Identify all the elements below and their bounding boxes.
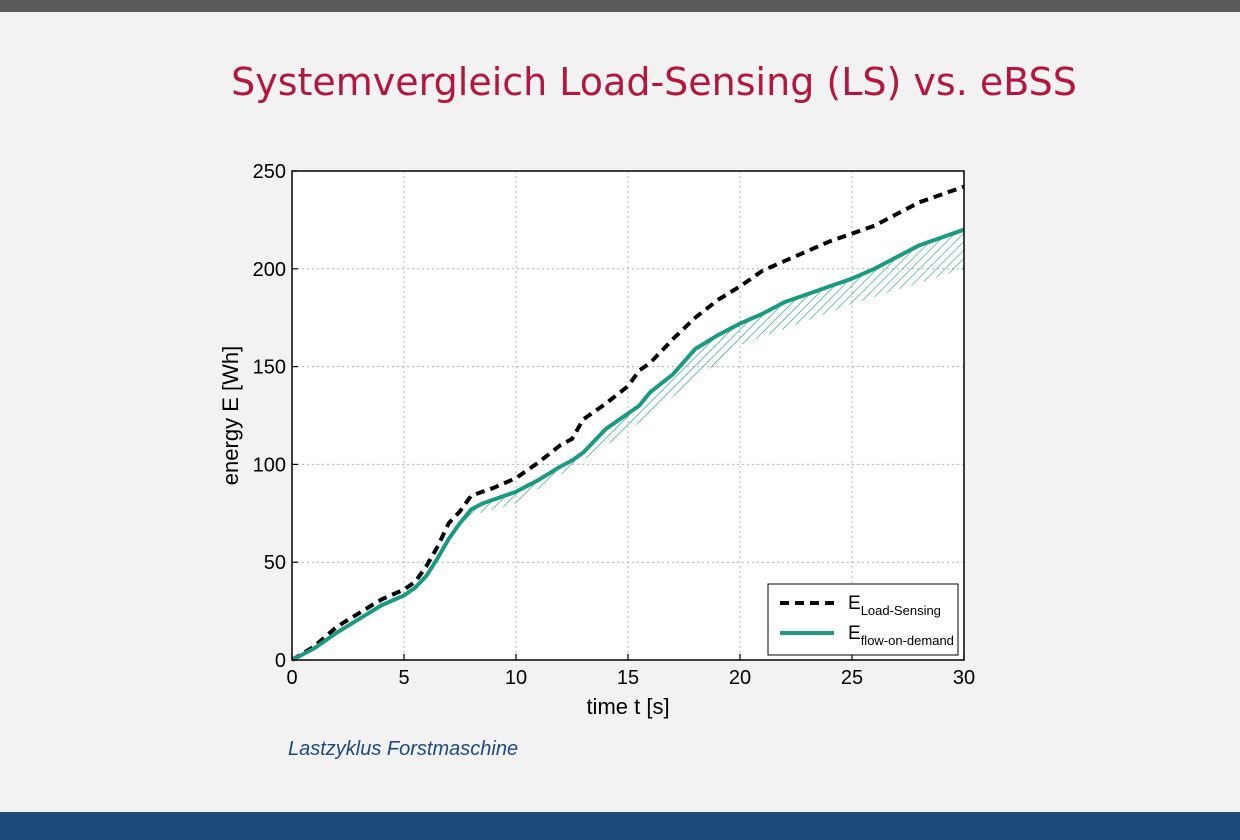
hatched-area [404,229,964,600]
hatched-region [404,229,964,600]
x-axis-label: time t [s] [586,694,669,719]
y-tick-label-3: 150 [253,357,286,379]
x-tick-label-0: 0 [286,667,297,689]
legend-label-1: Eflow-on-demand [848,623,954,648]
x-tick-label-4: 20 [729,667,751,689]
slide-title: Systemvergleich Load-Sensing (LS) vs. eB… [231,60,1077,104]
legend-label-main-1: E [848,623,861,644]
y-tick-label-5: 250 [253,161,286,183]
bottom-bar [0,812,1240,840]
y-tick-label-4: 200 [253,259,286,281]
legend-label-main-0: E [848,593,861,614]
grid [292,171,964,660]
x-tick-label-5: 25 [841,667,863,689]
y-tick-label-2: 100 [253,454,286,476]
series-group [290,184,965,662]
legend-label-sub-1: flow-on-demand [861,633,954,648]
y-tick-label-0: 0 [275,650,286,672]
x-tick-label-3: 15 [617,667,639,689]
tick-group: 0 5 10 15 20 25 30 0 50 100 150 200 250 [253,161,976,689]
top-bar [0,0,1240,12]
legend-box [767,583,959,656]
x-tick-label-1: 5 [398,667,409,689]
y-axis-label: energy E [Wh] [218,346,243,485]
caption: Lastzyklus Forstmaschine [288,738,519,760]
series-line-flow-on-demand [291,227,965,662]
x-tick-label-2: 10 [505,667,527,689]
x-tick-label-6: 30 [953,667,975,689]
legend-label-0: ELoad-Sensing [848,593,941,618]
legend-label-sub-0: Load-Sensing [861,603,941,618]
series-line-load-sensing [290,184,965,662]
y-tick-label-1: 50 [264,552,286,574]
